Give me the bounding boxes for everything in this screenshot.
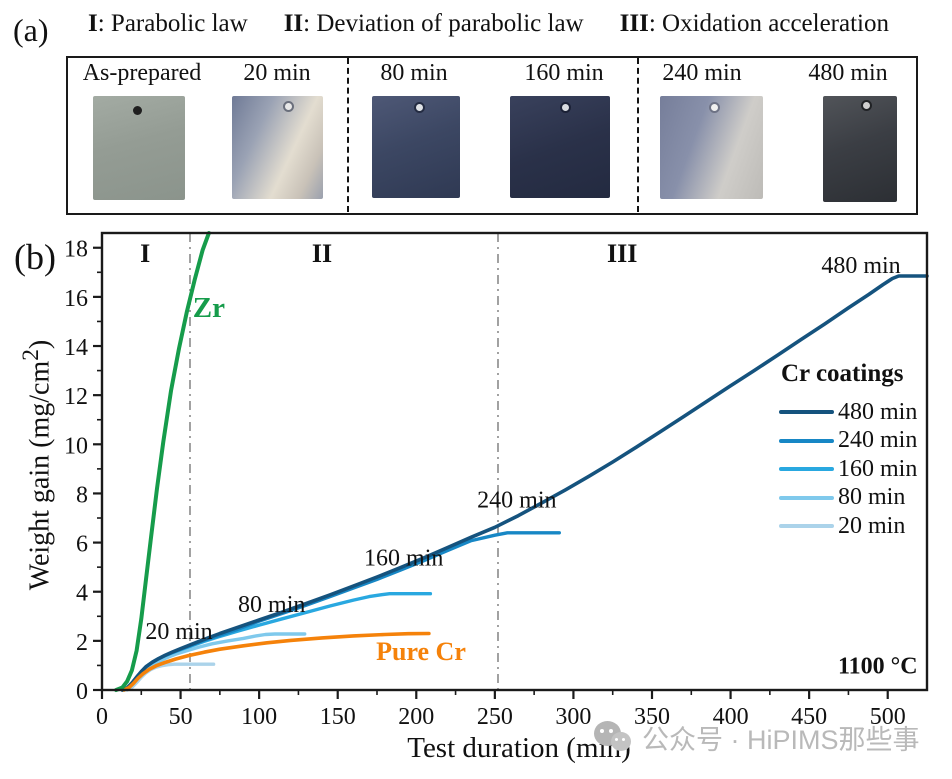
y-axis-title-sup: 2 [18,349,44,361]
sample-label-as-prepared: As-prepared [82,60,202,86]
hanging-hole [282,101,294,112]
hanging-hole [709,102,721,113]
y-axis-title-text: Weight gain (mg/cm [24,360,56,591]
sample-label-160min: 160 min [524,60,604,86]
wechat-icon [592,719,636,757]
sample-photo-panel [66,56,918,215]
x-tick-label: 0 [96,704,108,730]
panel-b-tag: (b) [14,237,56,277]
x-tick-label: 400 [713,704,749,730]
zone-2-numeral: II [283,10,304,37]
y-tick-label: 10 [64,433,88,459]
sample-photo-160min [510,96,610,198]
y-tick-label: 8 [76,482,88,508]
panel-a-divider-1 [347,58,349,212]
annotation-pure-cr-label: Pure Cr [376,637,466,666]
x-tick-label: 100 [241,704,277,730]
sample-photo-80min [372,96,460,198]
panel-a-tag: (a) [13,12,49,48]
legend-line-160min [779,467,834,472]
header-zone-1: I: Parabolic law [88,10,248,38]
x-axis-title: Test duration (min) [407,732,631,764]
series-pure-cr [122,631,431,692]
x-tick-label: 300 [555,704,591,730]
watermark-text: 公众号 · HiPIMS那些事 [642,725,920,755]
legend-line-480min [779,410,834,415]
legend-line-240min [779,438,834,443]
x-tick-label: 150 [320,704,356,730]
watermark: 公众号 · HiPIMS那些事 [592,718,920,757]
hanging-hole [861,100,873,111]
legend-line-20min [779,524,834,529]
legend-line-80min [779,495,834,500]
legend-item-160min: 160 min [779,455,939,484]
plot-frame [100,231,929,692]
y-tick-label: 4 [76,581,88,607]
hanging-hole [414,102,426,113]
hanging-hole [133,106,143,115]
annotation-t480: 480 min [821,253,900,279]
legend-label-160min: 160 min [838,455,918,482]
zone-3-text: : Oxidation acceleration [648,10,889,37]
legend-item-80min: 80 min [779,484,939,513]
x-tick-label: 500 [870,704,906,730]
x-tick-label: 50 [169,704,193,730]
x-tick-label: 450 [791,704,827,730]
y-axis-title-close: ) [24,339,56,350]
y-tick-label: 2 [76,630,88,656]
annotation-t80: 80 min [238,592,305,618]
annotation-region-ii: II [312,239,332,268]
sample-photo-240min [660,96,763,199]
annotation-t20: 20 min [145,619,212,645]
chart-legend: Cr coatings 480 min 240 min 160 min 80 m… [779,360,939,541]
legend-item-480min: 480 min [779,398,939,427]
legend-item-240min: 240 min [779,427,939,456]
y-tick-label: 6 [76,532,88,558]
x-tick-label: 250 [477,704,513,730]
legend-label-20min: 20 min [838,512,906,539]
legend-title: Cr coatings [781,360,904,387]
header-zone-2: II: Deviation of parabolic law [284,10,584,38]
sample-photo-as-prepared [93,96,185,200]
annotation-temperature: 1100 °C [838,653,918,679]
annotation-zr-label: Zr [193,292,225,324]
zone-1-numeral: I [88,10,98,37]
zone-3-numeral: III [619,10,649,37]
annotation-region-iii: III [607,239,637,268]
panel-a-header: I: Parabolic law II: Deviation of parabo… [88,10,889,38]
series-zr [114,231,211,692]
legend-item-20min: 20 min [779,512,939,541]
series-cr-480 [120,274,929,692]
y-tick-label: 18 [64,237,88,263]
y-tick-label: 12 [64,384,88,410]
zone-2-text: : Deviation of parabolic law [303,10,584,37]
annotation-region-i: I [140,239,150,268]
legend-label-480min: 480 min [838,398,918,425]
sample-label-80min: 80 min [380,60,448,86]
legend-label-240min: 240 min [838,427,918,454]
x-tick-label: 200 [398,704,434,730]
sample-label-480min: 480 min [808,60,888,86]
x-tick-label: 350 [634,704,670,730]
sample-photo-20min [232,96,323,199]
panel-a-divider-2 [637,58,639,212]
legend-label-80min: 80 min [838,484,906,511]
annotation-t240: 240 min [477,488,556,514]
sample-label-20min: 20 min [243,60,311,86]
header-zone-3: III: Oxidation acceleration [620,10,889,38]
y-tick-label: 0 [76,679,88,705]
y-tick-label: 16 [64,286,88,312]
series-cr-240 [120,531,561,692]
hanging-hole [560,102,571,113]
annotation-t160: 160 min [364,545,443,571]
sample-label-240min: 240 min [662,60,742,86]
zone-1-text: : Parabolic law [97,10,248,37]
y-tick-label: 14 [64,335,88,361]
sample-photo-480min [823,96,897,202]
y-axis-title: Weight gain (mg/cm2) [18,235,58,695]
